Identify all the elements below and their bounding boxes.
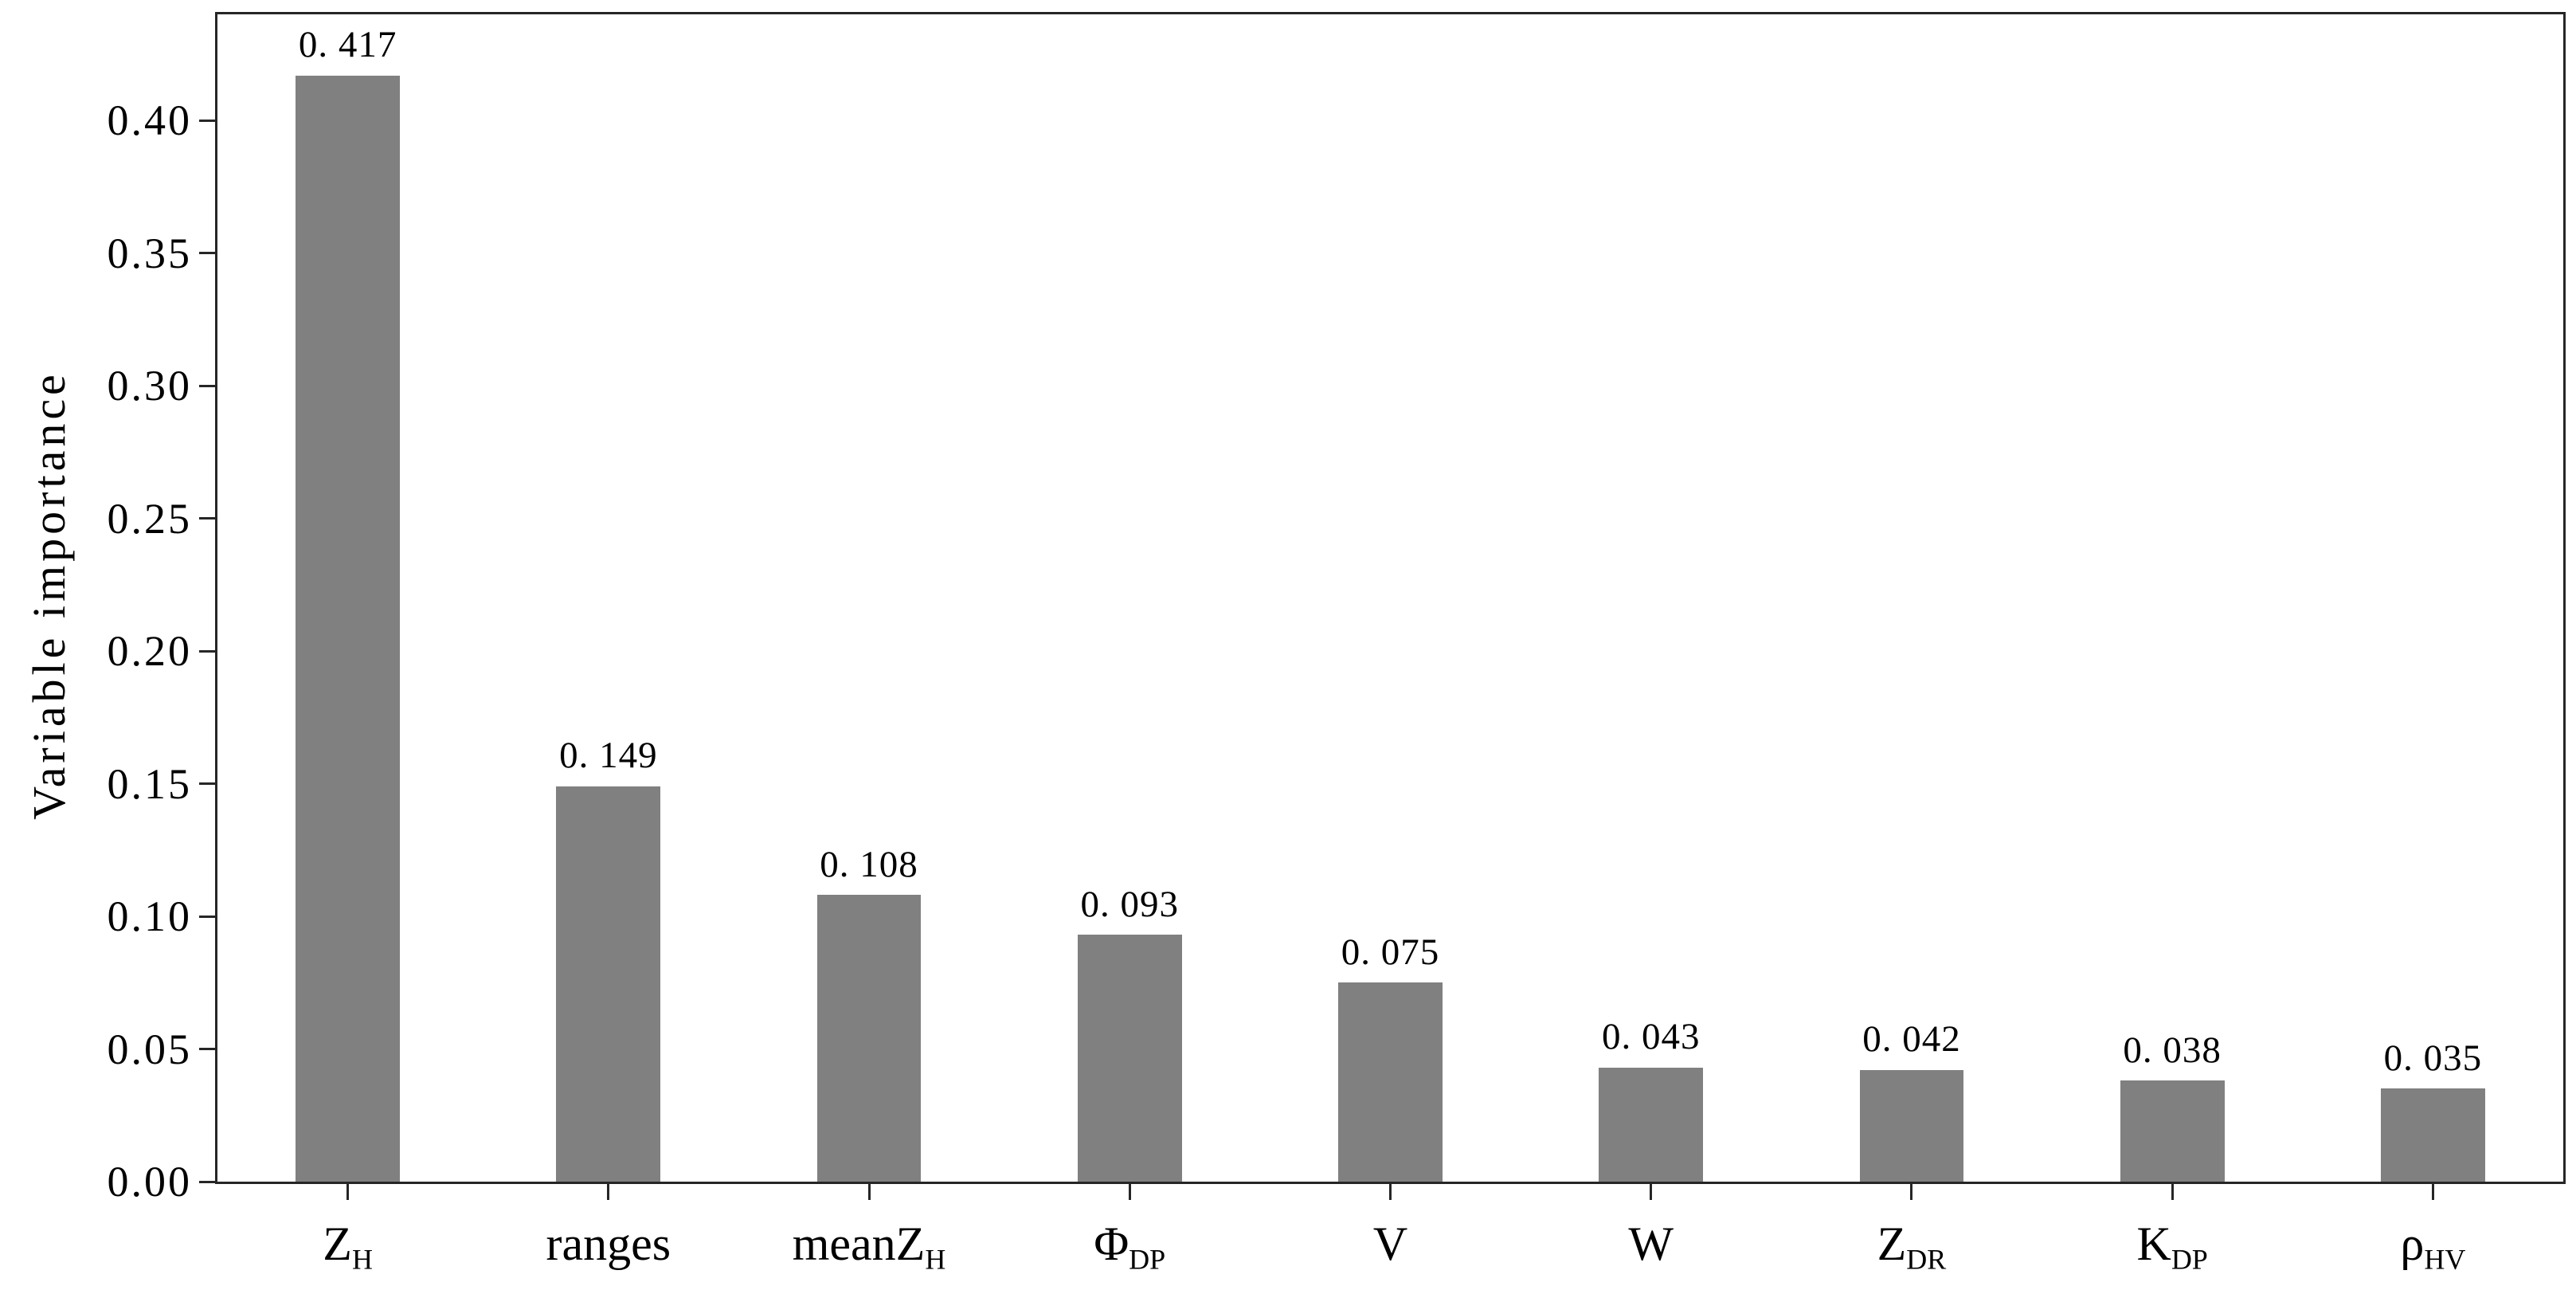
y-axis-tick — [199, 384, 215, 387]
y-tick-label: 0.20 — [107, 627, 192, 676]
y-tick-label: 0.00 — [107, 1158, 192, 1206]
x-category-label: ZDR — [1713, 1220, 2111, 1274]
x-category-base: W — [1628, 1217, 1674, 1270]
bar — [1599, 1067, 1704, 1182]
x-axis-tick — [346, 1184, 350, 1200]
bar — [556, 786, 661, 1182]
x-category-subscript: H — [925, 1243, 946, 1276]
bar-value-label: 0. 038 — [2123, 1029, 2222, 1071]
x-category-label: ranges — [409, 1220, 808, 1274]
x-category-base: ranges — [546, 1217, 671, 1270]
x-axis-tick — [2171, 1184, 2174, 1200]
bar — [1338, 982, 1443, 1182]
x-category-subscript: H — [351, 1243, 373, 1276]
y-axis-tick — [199, 649, 215, 653]
y-axis-tick — [199, 782, 215, 786]
bar-value-label: 0. 075 — [1341, 931, 1440, 973]
y-axis-tick — [199, 1048, 215, 1051]
y-axis-tick — [199, 252, 215, 255]
y-axis-tick — [199, 1180, 215, 1183]
x-category-label: V — [1192, 1220, 1590, 1274]
bar-value-label: 0. 043 — [1601, 1016, 1701, 1058]
y-axis-tick — [199, 119, 215, 122]
x-category-base: Z — [1877, 1217, 1907, 1270]
y-tick-label: 0.35 — [107, 229, 192, 277]
y-axis-title: Variable importance — [23, 371, 75, 820]
x-category-base: K — [2136, 1217, 2171, 1270]
x-axis-tick — [1389, 1184, 1392, 1200]
x-axis-tick — [1910, 1184, 1913, 1200]
x-axis-tick — [607, 1184, 610, 1200]
y-axis-tick — [199, 517, 215, 520]
plot-area: 0.00 0.05 0.10 0.15 0.20 0.25 0.30 0.35 0.40 0. 4… — [108, 12, 2566, 1274]
bar — [2120, 1080, 2225, 1182]
x-category-base: Z — [323, 1217, 352, 1270]
x-category-base: ρ — [2400, 1217, 2425, 1270]
x-category-label: W — [1452, 1220, 1850, 1274]
x-axis-tick — [2431, 1184, 2434, 1200]
x-category-label: meanZH — [670, 1220, 1068, 1274]
x-category-label: ZH — [149, 1220, 547, 1274]
x-category-base: meanZ — [792, 1217, 926, 1270]
x-category-label: ΦDP — [930, 1220, 1329, 1274]
x-category-subscript: DP — [1129, 1243, 1166, 1276]
y-tick-label: 0.10 — [107, 892, 192, 941]
y-tick-label: 0.25 — [107, 494, 192, 543]
bar — [816, 895, 922, 1182]
y-tick-label: 0.15 — [107, 759, 192, 808]
bar-value-label: 0. 108 — [820, 843, 918, 885]
x-category-base: V — [1372, 1217, 1408, 1270]
y-axis-tick — [199, 915, 215, 918]
bar-value-label: 0. 417 — [298, 23, 397, 65]
x-category-base: Φ — [1094, 1217, 1129, 1270]
bar-value-label: 0. 042 — [1862, 1018, 1961, 1061]
bar-value-label: 0. 093 — [1080, 883, 1180, 925]
x-category-subscript: DR — [1906, 1243, 1947, 1276]
x-category-label: ρHV — [2233, 1220, 2576, 1274]
bar — [2380, 1088, 2485, 1182]
x-category-subscript: HV — [2424, 1243, 2466, 1276]
bar — [1859, 1070, 1964, 1182]
x-category-subscript: DP — [2171, 1243, 2208, 1276]
bar-value-label: 0. 035 — [2383, 1037, 2483, 1079]
x-category-label: KDP — [1973, 1220, 2371, 1274]
x-axis-tick — [867, 1184, 871, 1200]
y-tick-label: 0.30 — [107, 362, 192, 410]
bar-value-label: 0. 149 — [559, 735, 658, 777]
x-axis-tick — [1650, 1184, 1653, 1200]
bar — [1077, 935, 1182, 1182]
bar — [296, 75, 401, 1182]
y-tick-label: 0.40 — [107, 96, 192, 145]
x-axis-tick — [1128, 1184, 1131, 1200]
y-tick-label: 0.05 — [107, 1025, 192, 1073]
